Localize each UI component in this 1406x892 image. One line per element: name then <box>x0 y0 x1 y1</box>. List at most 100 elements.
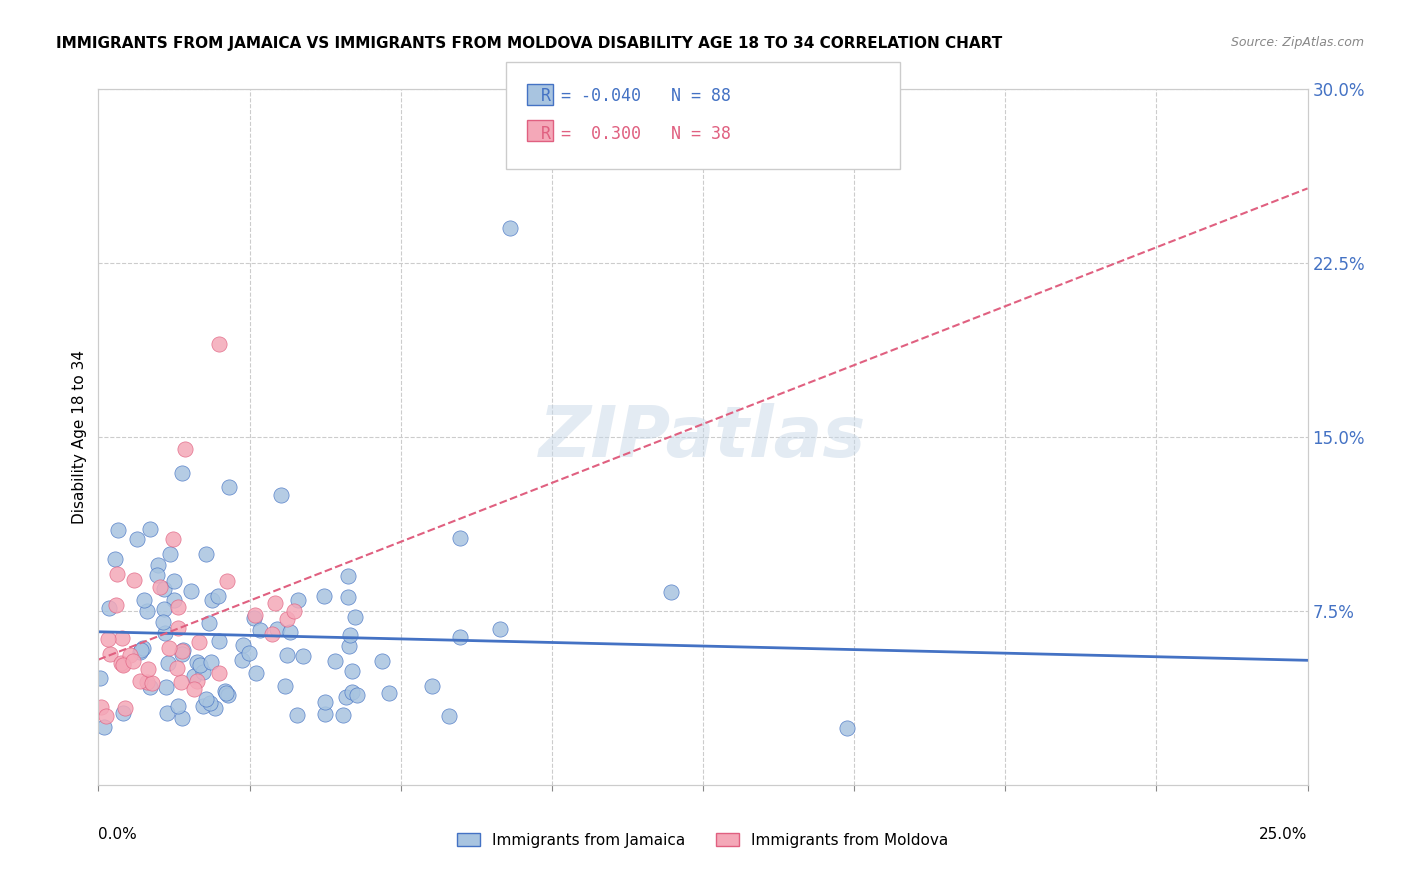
Point <box>172 711 194 725</box>
Point <box>287 592 309 607</box>
Point <box>231 653 253 667</box>
Point <box>659 585 682 599</box>
Point <box>152 615 174 630</box>
Point <box>337 569 360 583</box>
Point <box>157 640 180 655</box>
Point <box>323 654 346 668</box>
Point <box>285 708 308 723</box>
Point <box>217 688 239 702</box>
Point <box>132 640 155 655</box>
Point <box>155 681 177 695</box>
Point <box>188 658 211 673</box>
Point <box>214 684 236 698</box>
Point <box>112 657 135 671</box>
Point <box>146 558 169 572</box>
Point <box>122 654 145 668</box>
Point <box>122 574 145 588</box>
Point <box>97 600 120 615</box>
Point <box>193 665 215 679</box>
Point <box>136 675 159 690</box>
Point <box>156 656 179 670</box>
Point <box>132 592 155 607</box>
Point <box>146 568 169 582</box>
Point <box>276 612 298 626</box>
Point <box>167 621 190 635</box>
Text: 0.0%: 0.0% <box>98 827 138 842</box>
Point <box>167 699 190 714</box>
Text: ZIPatlas: ZIPatlas <box>540 402 866 472</box>
Point <box>335 690 357 705</box>
Point <box>340 684 363 698</box>
Point <box>139 522 162 536</box>
Point <box>180 584 202 599</box>
Point <box>104 598 127 612</box>
Point <box>312 589 335 603</box>
Point <box>163 574 186 589</box>
Point <box>420 679 443 693</box>
Point <box>153 582 176 596</box>
Point <box>276 648 298 662</box>
Point <box>90 700 112 714</box>
Point <box>129 643 152 657</box>
Point <box>155 626 177 640</box>
Point <box>170 466 193 480</box>
Point <box>332 708 354 723</box>
Point <box>208 634 231 648</box>
Point <box>188 634 211 648</box>
Point <box>129 645 152 659</box>
Point <box>139 680 162 694</box>
Point <box>156 706 179 721</box>
Point <box>378 686 401 700</box>
Point <box>136 663 159 677</box>
Point <box>112 658 135 673</box>
Point <box>96 632 118 646</box>
Point <box>498 221 520 235</box>
Point <box>835 721 858 735</box>
Point <box>107 523 129 537</box>
Text: 25.0%: 25.0% <box>1260 827 1308 842</box>
Point <box>245 666 267 681</box>
Point <box>274 679 297 693</box>
Point <box>197 616 219 631</box>
Point <box>346 689 368 703</box>
Point <box>200 655 222 669</box>
Point <box>339 628 361 642</box>
Point <box>243 607 266 622</box>
Point <box>128 674 150 689</box>
Point <box>243 611 266 625</box>
Point <box>183 682 205 697</box>
Point <box>172 643 194 657</box>
Point <box>260 626 283 640</box>
Point <box>104 552 127 566</box>
Point <box>93 720 115 734</box>
Point <box>238 646 260 660</box>
Text: Source: ZipAtlas.com: Source: ZipAtlas.com <box>1230 36 1364 49</box>
Point <box>264 596 287 610</box>
Point <box>204 701 226 715</box>
Point <box>198 696 221 710</box>
Point <box>163 593 186 607</box>
Point <box>215 686 238 700</box>
Point <box>110 656 132 670</box>
Point <box>342 665 364 679</box>
Point <box>278 624 301 639</box>
Text: R = -0.040   N = 88: R = -0.040 N = 88 <box>541 87 731 105</box>
Y-axis label: Disability Age 18 to 34: Disability Age 18 to 34 <box>72 350 87 524</box>
Point <box>186 673 208 688</box>
Point <box>136 604 159 618</box>
Point <box>183 669 205 683</box>
Point <box>283 604 305 618</box>
Point <box>449 531 471 545</box>
Point <box>111 706 134 720</box>
Point <box>291 648 314 663</box>
Point <box>191 699 214 714</box>
Point <box>266 622 288 636</box>
Point <box>170 644 193 658</box>
Point <box>162 533 184 547</box>
Point <box>437 709 460 723</box>
Point <box>232 638 254 652</box>
Point <box>200 592 222 607</box>
Point <box>149 580 172 594</box>
Point <box>153 602 176 616</box>
Point <box>89 671 111 685</box>
